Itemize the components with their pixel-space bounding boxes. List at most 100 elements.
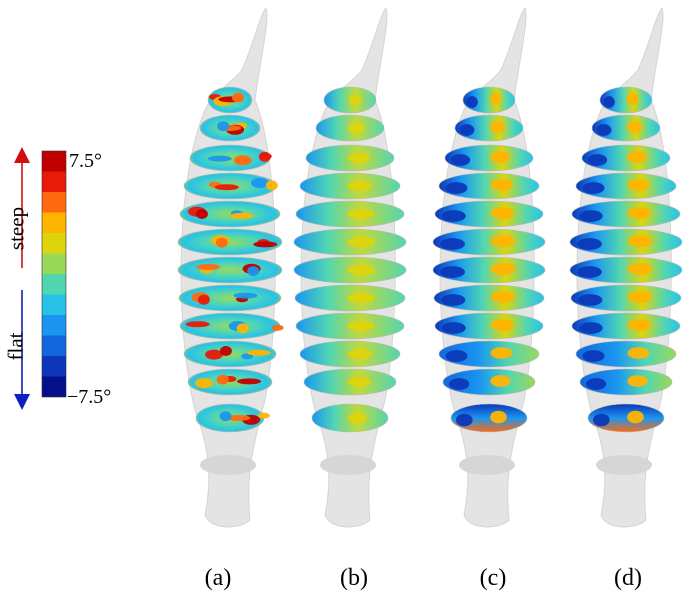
panel-a: [177, 7, 284, 528]
color-patch: [585, 378, 607, 390]
slice: [303, 368, 397, 396]
color-patch: [490, 151, 510, 163]
slice-surface: [581, 144, 671, 172]
color-patch: [347, 264, 376, 276]
bone-lower-cap: [596, 455, 652, 475]
color-patch: [627, 375, 648, 387]
color-patch: [215, 237, 228, 248]
color-patch: [445, 182, 468, 194]
slice: [295, 312, 405, 340]
slice: [442, 368, 536, 396]
slice-surface: [571, 312, 681, 340]
color-patch: [626, 93, 639, 105]
color-patch: [490, 263, 516, 275]
color-patch: [489, 93, 502, 105]
slice: [293, 228, 407, 256]
color-patch: [577, 238, 602, 250]
color-patch: [207, 155, 232, 162]
slice-surface: [442, 368, 536, 396]
slice: [294, 284, 406, 312]
slice: [438, 340, 540, 368]
color-patch: [627, 151, 647, 163]
color-patch: [440, 266, 465, 278]
colorbar-max-label: 7.5°: [69, 150, 102, 172]
color-patch: [582, 182, 605, 194]
slice: [462, 86, 516, 114]
slice: [569, 256, 683, 284]
color-patch: [348, 412, 368, 424]
slice: [183, 172, 278, 200]
slice-surface: [591, 114, 661, 142]
color-patch: [627, 410, 644, 424]
colorbar-swatch: [42, 171, 66, 192]
color-patch: [205, 349, 224, 360]
color-patch: [578, 294, 603, 306]
color-patch: [233, 292, 258, 299]
color-patch: [627, 207, 652, 219]
colorbar-swatch: [42, 294, 66, 315]
slice-surface: [438, 172, 540, 200]
slice: [299, 340, 401, 368]
color-patch: [603, 96, 615, 108]
slice: [177, 228, 283, 256]
colorbar-swatch: [42, 212, 66, 233]
color-patch: [459, 124, 475, 136]
color-patch: [347, 348, 373, 360]
slice: [571, 312, 681, 340]
colorbar-swatch: [42, 335, 66, 356]
color-patch: [236, 323, 249, 334]
color-patch: [247, 349, 272, 356]
slice: [432, 228, 546, 256]
color-patch: [450, 154, 471, 166]
color-patch: [348, 94, 362, 106]
slice: [293, 256, 407, 284]
color-patch: [194, 378, 213, 389]
bone-lower-cap: [459, 455, 515, 475]
color-patch: [579, 322, 603, 334]
color-patch: [490, 207, 515, 219]
colorbar-swatch: [42, 274, 66, 295]
panel-label-a: (a): [204, 565, 232, 591]
color-patch: [490, 235, 516, 247]
color-patch: [347, 180, 373, 192]
slice: [295, 200, 405, 228]
colorbar-swatch: [42, 253, 66, 274]
slice: [299, 172, 401, 200]
slice: [438, 172, 540, 200]
color-patch: [627, 179, 650, 191]
slice: [179, 312, 284, 340]
slice-surface: [450, 403, 528, 433]
slice: [433, 284, 545, 312]
color-patch: [490, 410, 507, 424]
bone-lower-cap: [200, 455, 256, 475]
slice: [315, 114, 385, 142]
color-patch: [490, 319, 515, 331]
colorbar-swatch: [42, 233, 66, 254]
slice: [187, 368, 273, 396]
slice-surface: [438, 340, 540, 368]
color-patch: [627, 235, 653, 247]
slice: [454, 114, 524, 142]
color-patch: [440, 238, 465, 250]
slice-surface: [570, 284, 682, 312]
slice: [450, 403, 528, 433]
colorbar-swatch: [42, 192, 66, 213]
color-patch: [596, 124, 612, 136]
slice-surface: [454, 114, 524, 142]
color-patch: [347, 208, 375, 220]
panel-label-b: (b): [340, 565, 368, 591]
slice: [195, 403, 270, 433]
slice: [575, 172, 677, 200]
slice-surface: [433, 284, 545, 312]
color-patch: [347, 152, 370, 164]
colorbar-frame: [41, 150, 67, 398]
color-patch: [348, 122, 366, 134]
slice-surface: [599, 86, 653, 114]
color-patch: [271, 324, 284, 331]
color-patch: [442, 210, 466, 222]
slice: [178, 284, 282, 312]
bone-lower-cap: [320, 455, 376, 475]
slice: [444, 144, 534, 172]
color-patch: [195, 209, 208, 219]
